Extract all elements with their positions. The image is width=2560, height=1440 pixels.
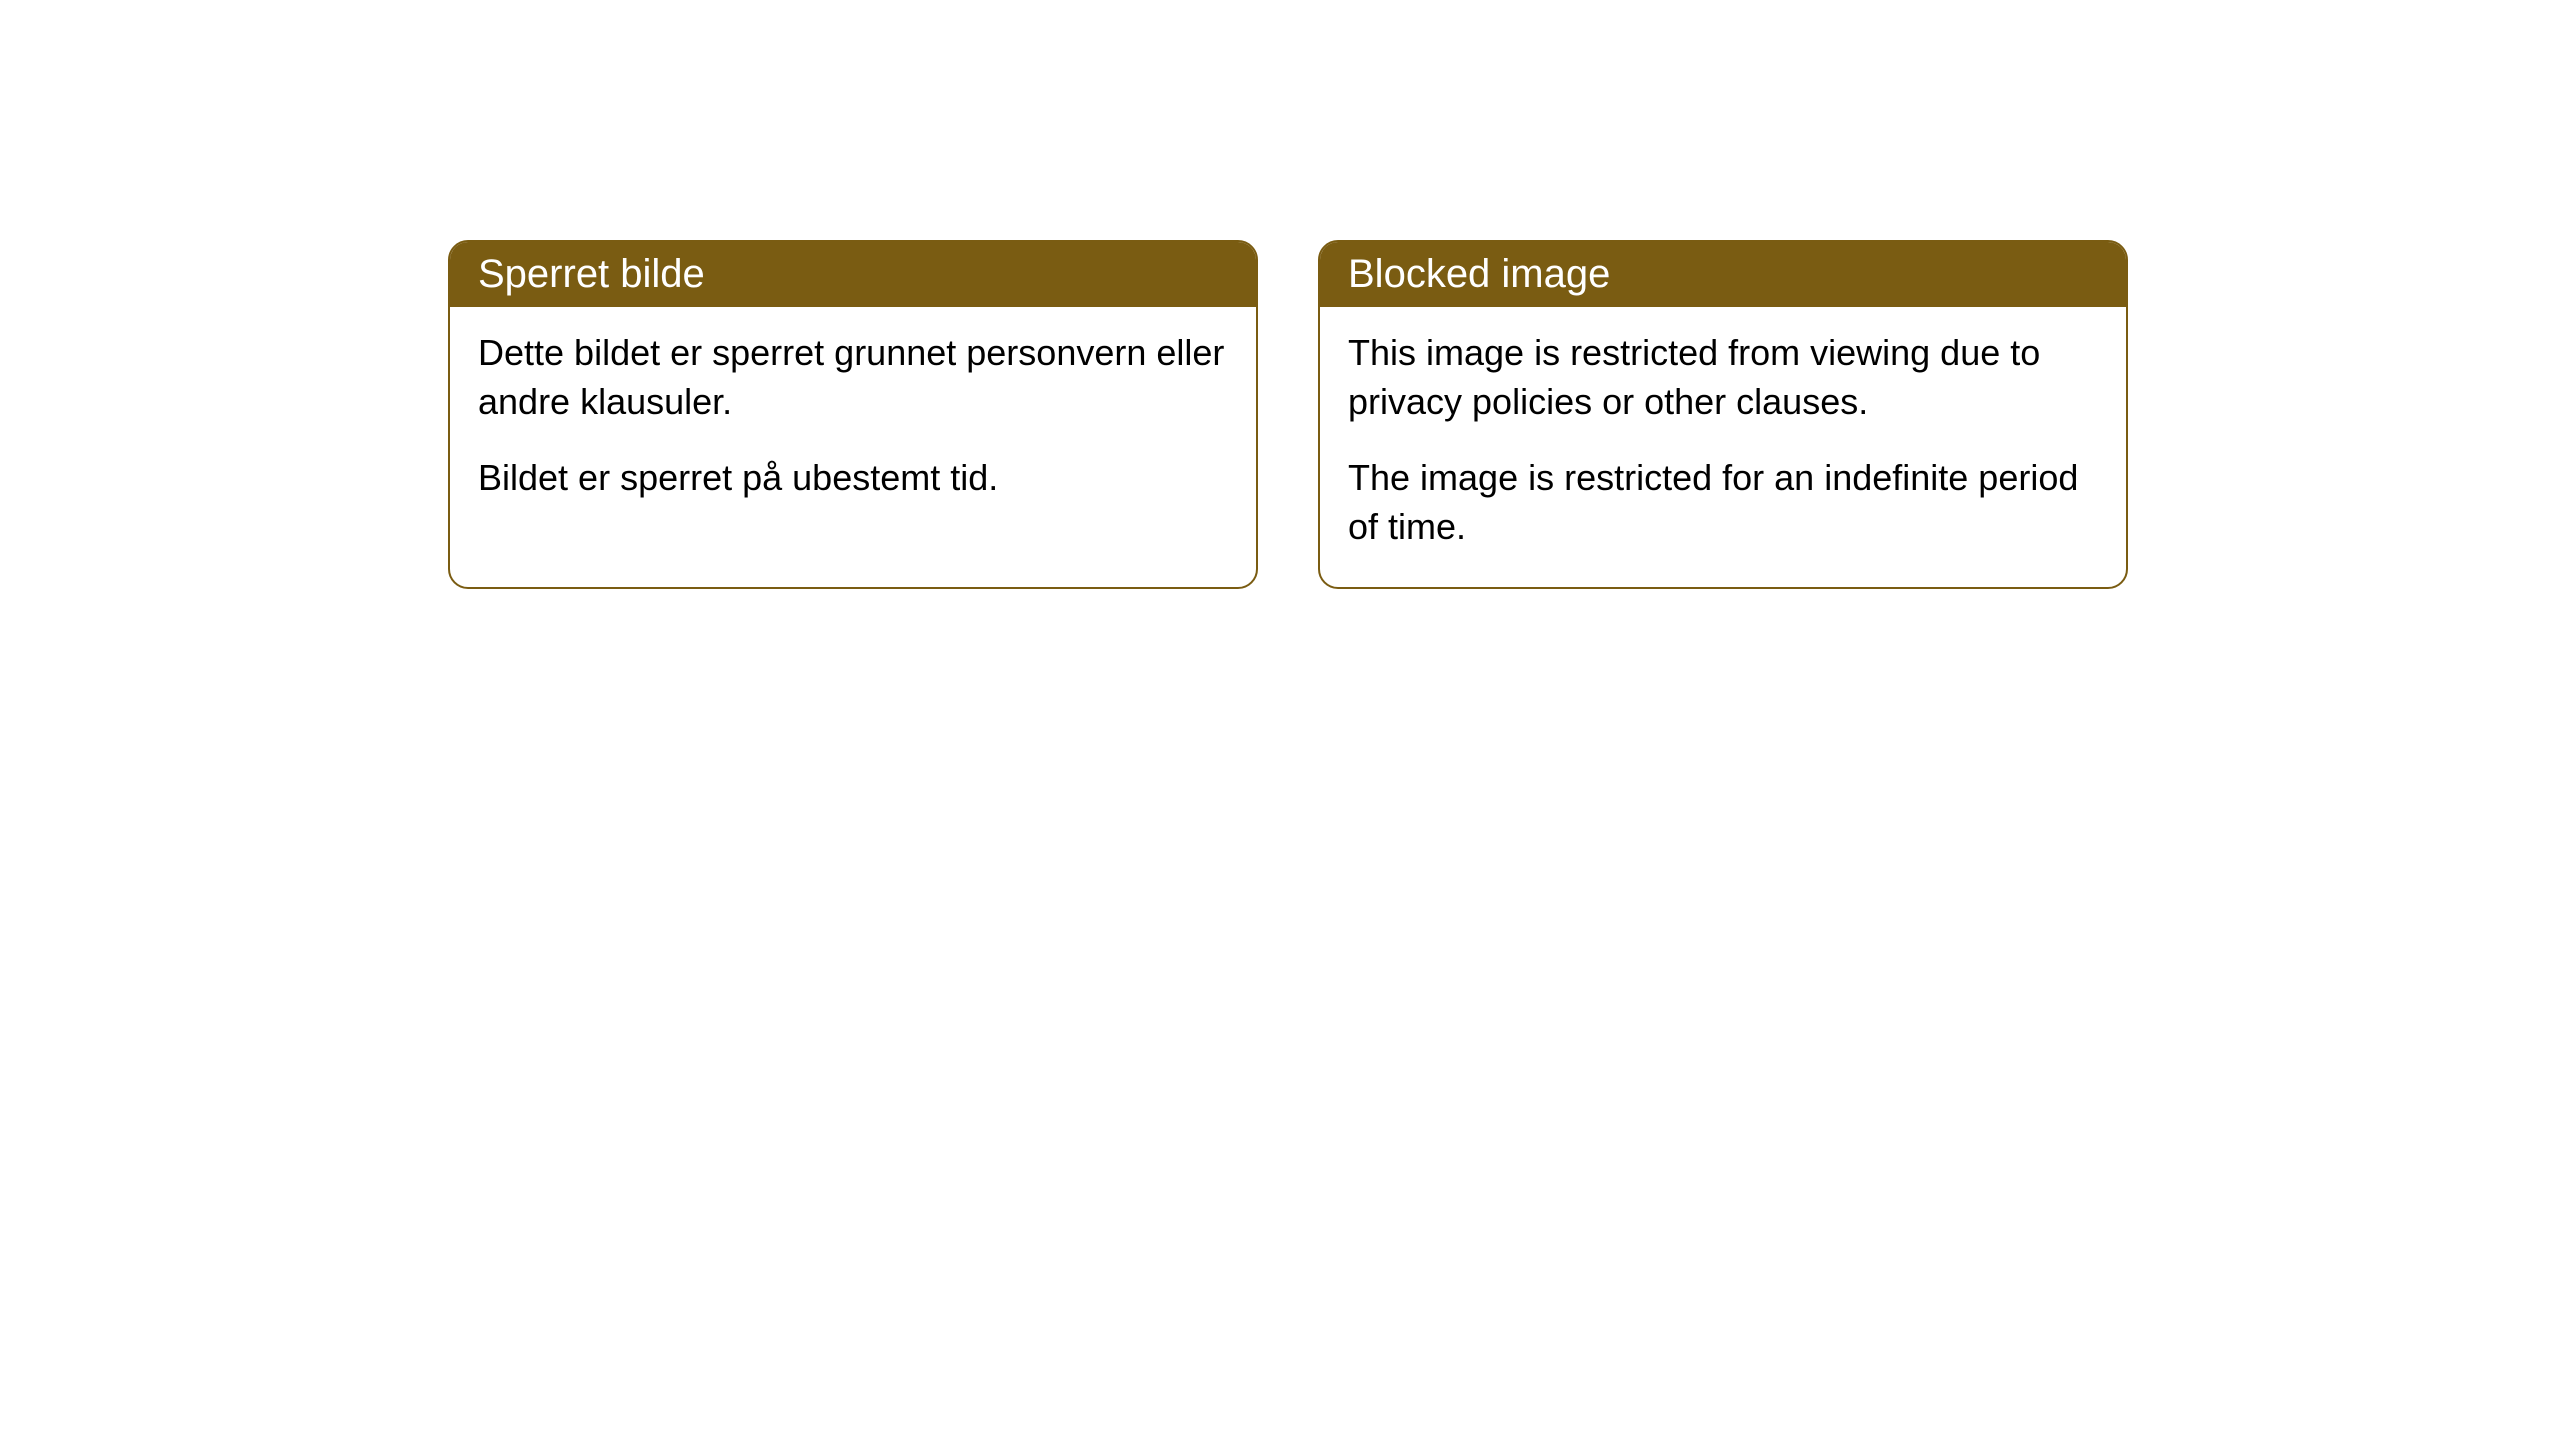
card-paragraph: Dette bildet er sperret grunnet personve…: [478, 329, 1228, 426]
card-paragraph: This image is restricted from viewing du…: [1348, 329, 2098, 426]
blocked-image-card-english: Blocked image This image is restricted f…: [1318, 240, 2128, 589]
card-header: Blocked image: [1320, 242, 2126, 307]
card-title: Sperret bilde: [478, 252, 705, 296]
blocked-image-card-norwegian: Sperret bilde Dette bildet er sperret gr…: [448, 240, 1258, 589]
card-header: Sperret bilde: [450, 242, 1256, 307]
card-paragraph: Bildet er sperret på ubestemt tid.: [478, 454, 1228, 503]
card-paragraph: The image is restricted for an indefinit…: [1348, 454, 2098, 551]
card-title: Blocked image: [1348, 252, 1610, 296]
card-body: Dette bildet er sperret grunnet personve…: [450, 307, 1256, 539]
card-body: This image is restricted from viewing du…: [1320, 307, 2126, 587]
cards-container: Sperret bilde Dette bildet er sperret gr…: [448, 240, 2128, 589]
